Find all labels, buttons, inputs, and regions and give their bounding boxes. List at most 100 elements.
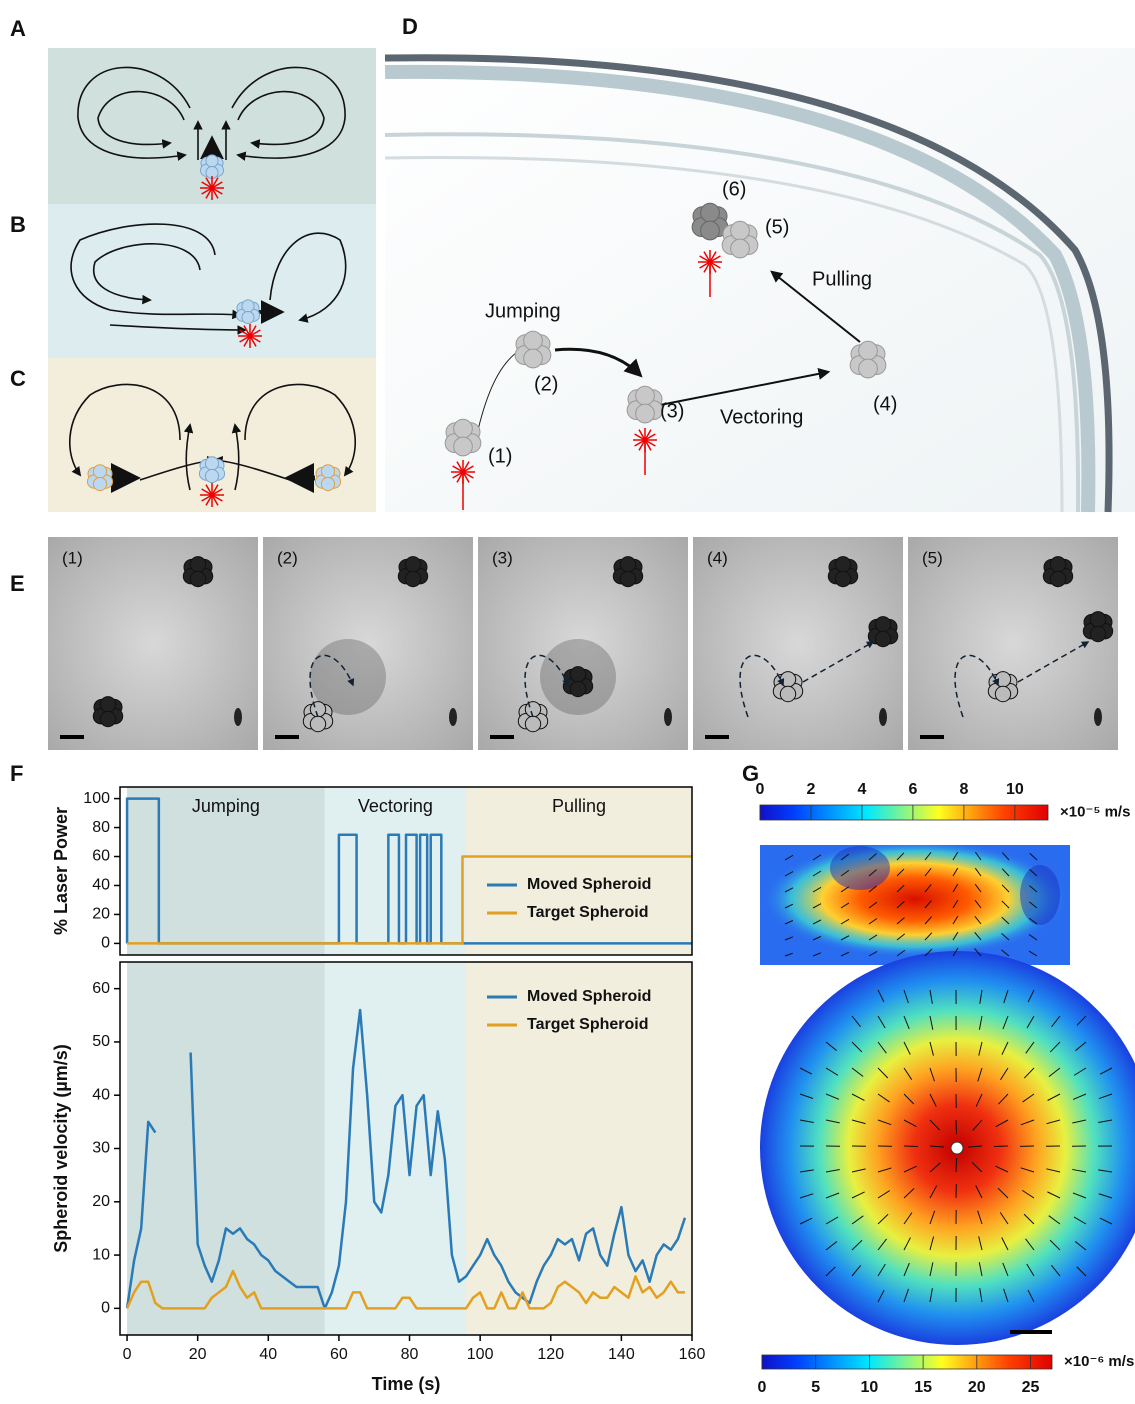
cell [859, 359, 878, 378]
panel-g-maps [760, 845, 1135, 1345]
cell [1050, 571, 1065, 586]
step-label: (5) [765, 216, 789, 238]
colorbar-tick-label: 15 [914, 1379, 932, 1396]
cell [205, 457, 218, 470]
colorbar-unit: ×10⁻⁵ m/s [1060, 803, 1130, 820]
action-label: Vectoring [720, 406, 803, 428]
micrograph [693, 537, 903, 750]
panel-letter: A [10, 16, 26, 41]
cell [100, 711, 115, 726]
y-tick-label: 0 [101, 1300, 110, 1317]
legend-label: Moved Spheroid [527, 988, 651, 1005]
cell [525, 716, 540, 731]
colorbar-unit: ×10⁻⁶ m/s [1064, 1353, 1134, 1370]
y-tick-label: 50 [92, 1033, 110, 1050]
panel-d-bg [385, 48, 1135, 512]
y-tick-label: 0 [101, 935, 110, 952]
debris [879, 708, 887, 726]
frame-label: (4) [707, 548, 728, 567]
micrograph [48, 537, 258, 750]
cell [454, 419, 473, 438]
step-label: (2) [534, 373, 558, 395]
cell [701, 203, 720, 222]
micrograph-row: (1)(2)(3)(4)(5) [48, 537, 1118, 750]
x-tick-label: 100 [467, 1346, 494, 1363]
y-tick-label: 30 [92, 1140, 110, 1157]
cell [524, 349, 543, 368]
y-tick-label: 80 [92, 819, 110, 836]
y-tick-label: 40 [92, 877, 110, 894]
y-tick-label: 20 [92, 906, 110, 923]
colorbar-tick-label: 0 [758, 1379, 767, 1396]
micrograph [908, 537, 1118, 750]
y-tick-label: 100 [83, 790, 110, 807]
cell [731, 221, 750, 240]
action-label: Pulling [812, 268, 872, 290]
y-tick-label: 10 [92, 1246, 110, 1263]
cell [701, 221, 720, 240]
step-label: (1) [488, 445, 512, 467]
x-tick-label: 60 [330, 1346, 348, 1363]
cell [780, 686, 795, 701]
cell [995, 686, 1010, 701]
x-axis-label: Time (s) [372, 1374, 441, 1394]
micrograph [263, 537, 473, 750]
colorbar-tick-label: 2 [807, 781, 816, 798]
cell [310, 702, 325, 717]
step-label: (3) [660, 400, 684, 422]
figure: (6) (5) Pulling Jumping (2) Vectoring (4… [0, 0, 1135, 1404]
colorbar-tick-label: 6 [908, 781, 917, 798]
cell [620, 557, 635, 572]
debris [1094, 708, 1102, 726]
panel-letter: B [10, 212, 26, 237]
y-tick-label: 40 [92, 1086, 110, 1103]
cell [405, 557, 420, 572]
colorbar [762, 1355, 1052, 1369]
x-tick-label: 120 [537, 1346, 564, 1363]
x-tick-label: 140 [608, 1346, 635, 1363]
cell [100, 697, 115, 712]
top-heatmap [760, 951, 1135, 1345]
debris [234, 708, 242, 726]
cell [524, 331, 543, 350]
cell [206, 155, 218, 167]
cell [205, 469, 218, 482]
vector [904, 1146, 918, 1147]
legend-label: Target Spheroid [527, 1016, 649, 1033]
colorbar-tick-label: 10 [861, 1379, 879, 1396]
x-tick-label: 40 [259, 1346, 277, 1363]
y-tick-label: 20 [92, 1193, 110, 1210]
cell [731, 239, 750, 258]
action-label: Jumping [485, 300, 561, 322]
y-axis-label: Spheroid velocity (µm/s) [51, 1044, 71, 1252]
y-tick-label: 60 [92, 980, 110, 997]
cell [405, 571, 420, 586]
frame-label: (1) [62, 548, 83, 567]
phase-band [127, 962, 325, 1335]
cell [454, 437, 473, 456]
cell [1050, 557, 1065, 572]
phase-label: Jumping [192, 796, 260, 816]
debris [449, 708, 457, 726]
phase-label: Vectoring [358, 796, 433, 816]
legend-label: Moved Spheroid [527, 876, 651, 893]
x-tick-label: 80 [401, 1346, 419, 1363]
colorbar [760, 805, 1048, 820]
x-tick-label: 0 [123, 1346, 132, 1363]
cell [859, 341, 878, 360]
cell [93, 465, 106, 478]
colorbar-tick-label: 4 [857, 781, 866, 798]
cell [190, 557, 205, 572]
colorbar-tick-label: 10 [1006, 781, 1024, 798]
colorbar-tick-label: 5 [811, 1379, 820, 1396]
panel-letter: C [10, 366, 26, 391]
vector [956, 1158, 957, 1172]
colorbar-tick-label: 8 [959, 781, 968, 798]
step-label: (6) [722, 178, 746, 200]
panel-letter: D [402, 14, 418, 39]
cell [321, 465, 334, 478]
cell [636, 404, 655, 423]
cell [242, 311, 254, 323]
step-label: (4) [873, 393, 897, 415]
cell [242, 300, 254, 312]
